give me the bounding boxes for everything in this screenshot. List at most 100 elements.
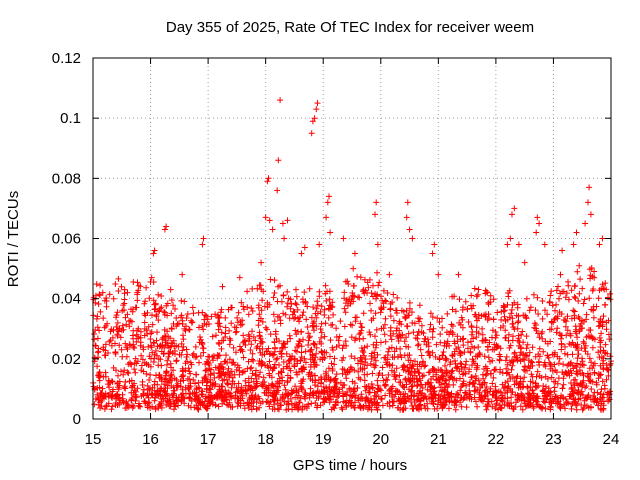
data-point [147,371,154,378]
data-point [366,385,373,392]
data-point [190,376,197,383]
data-point [333,325,340,332]
data-point [408,383,415,390]
data-point [234,399,241,406]
data-point [215,326,222,333]
data-point [364,362,371,369]
data-point [170,337,177,344]
data-point [266,358,273,365]
data-point [476,389,483,396]
data-point [146,295,153,302]
data-point [283,350,290,357]
data-point [310,359,317,366]
data-point [161,344,168,351]
data-point [511,378,518,384]
data-point [553,329,560,336]
data-point [391,369,398,376]
data-point [239,395,246,402]
data-point [214,351,221,358]
data-point [485,354,492,361]
data-point [197,336,204,343]
data-point [121,367,128,374]
data-point [568,386,575,392]
data-point [572,362,579,369]
data-point [216,365,223,372]
data-point [469,380,476,387]
data-point [274,387,281,394]
data-point [416,361,423,368]
data-point [249,350,256,357]
x-tick-label: 16 [142,431,159,448]
data-point [521,397,527,404]
data-point [435,395,442,402]
data-point [222,358,229,365]
data-point [291,362,298,369]
data-point [579,370,586,377]
data-point [500,308,507,315]
data-point-peak [455,271,462,278]
data-point [393,307,400,314]
data-point [266,351,273,358]
data-point [120,302,127,309]
data-point [295,404,302,411]
data-point [134,279,141,286]
data-point [416,318,422,325]
data-point [520,339,527,346]
data-point [326,296,333,303]
data-point [357,404,364,411]
data-point [536,372,543,379]
data-point [448,321,455,328]
data-point [184,358,191,365]
data-point [382,321,388,328]
data-point [185,382,192,389]
data-point [298,349,305,356]
data-point [322,370,329,377]
data-point [461,349,468,356]
data-point [393,327,400,334]
data-point [126,318,132,325]
data-point [295,405,302,412]
data-point-peak [311,115,318,122]
data-point [137,283,144,290]
data-point [232,392,239,399]
data-point [559,385,566,392]
data-point [100,344,107,351]
data-point [576,262,583,269]
data-point [408,364,415,371]
data-point [313,305,320,312]
data-point-peak [582,220,589,227]
data-point [467,349,474,356]
data-point [415,341,422,348]
data-point [390,291,397,298]
data-point [240,303,247,310]
data-point [398,354,405,361]
data-point [486,339,493,346]
data-point [433,341,440,348]
data-point [458,403,465,410]
data-point [318,329,325,336]
data-point [473,334,480,341]
data-point [168,371,175,378]
data-point-peak [308,130,315,137]
data-point [366,402,373,409]
data-point [569,351,576,358]
data-point-peak [504,241,511,248]
data-point [367,300,373,307]
data-point [226,373,232,380]
data-point [575,314,582,320]
data-point [163,302,170,309]
data-point-peak [515,241,522,248]
data-point [170,400,177,407]
data-point [595,295,602,302]
data-point [347,300,354,307]
data-point [421,363,428,370]
data-point [391,354,398,361]
data-point [96,291,103,298]
data-point [357,357,364,364]
data-point [505,331,512,338]
data-point [449,323,456,329]
data-point [530,291,537,298]
data-point [240,400,247,407]
data-point [235,380,242,387]
data-point [401,363,408,370]
